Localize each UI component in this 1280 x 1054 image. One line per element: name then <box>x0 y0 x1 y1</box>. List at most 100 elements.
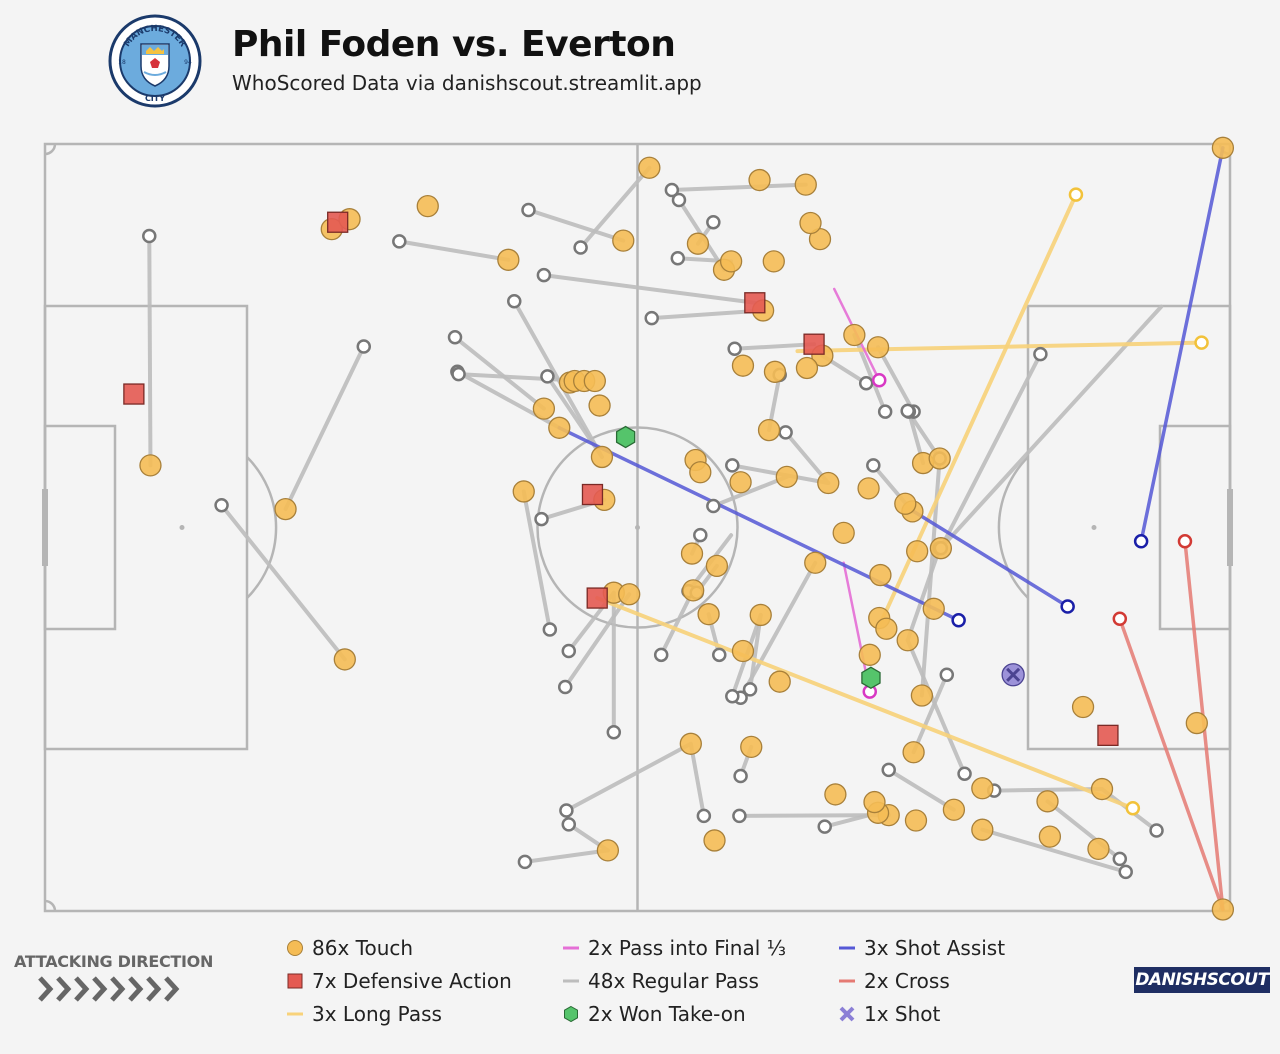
touch-point <box>866 336 890 359</box>
regular-pass-legend-icon <box>563 979 579 983</box>
touch-point <box>832 521 855 545</box>
touch-point <box>740 735 763 759</box>
shot-assist-end <box>1133 534 1149 549</box>
regular-pass-end <box>670 251 686 266</box>
centre-spot <box>635 525 640 530</box>
regular-pass-end <box>900 403 915 419</box>
touch-point <box>689 461 712 484</box>
regular-pass-end <box>573 240 588 255</box>
touch-point <box>894 492 917 515</box>
defensive-action-point <box>1097 724 1119 747</box>
regular-pass-end <box>725 688 740 704</box>
right-penalty-spot <box>1091 525 1097 530</box>
pitch-markings <box>42 142 1233 913</box>
regular-pass-end <box>939 667 955 683</box>
regular-pass-end <box>727 341 742 357</box>
regular-pass-end <box>881 762 896 778</box>
won-takeon-point <box>615 425 636 449</box>
regular-pass-end <box>644 310 659 326</box>
long-pass-end <box>1194 335 1209 350</box>
badge-right-number: 94 <box>184 59 192 66</box>
regular-pass-line <box>521 489 552 632</box>
legend-item-shot: 1x Shot <box>838 1002 940 1026</box>
takeon-legend-icon <box>564 1005 578 1023</box>
touch-point <box>971 777 994 800</box>
touch-point <box>532 397 556 420</box>
shot-assist-line <box>1139 146 1225 544</box>
regular-pass-end <box>671 192 687 208</box>
legend-item-shot-assist: 3x Shot Assist <box>838 936 1005 960</box>
touch-point <box>497 248 520 271</box>
touch-point <box>583 369 606 393</box>
touch-point <box>922 597 945 620</box>
regular-pass-line <box>526 207 626 243</box>
touch-point <box>731 354 755 377</box>
regular-pass-end <box>606 725 622 740</box>
regular-pass-end <box>559 803 574 818</box>
touch-point <box>942 798 966 821</box>
touch-point <box>768 670 791 693</box>
legend-item-takeon: 2x Won Take-on <box>562 1002 746 1026</box>
touch-point <box>817 471 840 495</box>
regular-pass-line <box>852 332 888 414</box>
touch-point <box>904 809 928 832</box>
club-crest-icon: MANCHESTER CITY 18 94 <box>108 14 202 108</box>
regular-pass-end <box>706 498 721 514</box>
brand-logo: DANISHSCOUT <box>1134 967 1270 993</box>
regular-pass-end <box>447 330 463 345</box>
defensive-action-point <box>327 211 349 233</box>
legend-label: 86x Touch <box>312 936 414 960</box>
regular-pass-line <box>876 345 916 414</box>
touch-point <box>971 818 994 841</box>
cross-line <box>1118 617 1225 912</box>
long-pass-end <box>1068 187 1084 202</box>
regular-pass-line <box>522 848 610 864</box>
legend: 86x Touch 7x Defensive Action 3x Long Pass… <box>0 930 1280 1054</box>
regular-pass-line <box>886 767 956 812</box>
touch-point <box>1087 837 1110 861</box>
touch-point <box>679 732 702 755</box>
touch-point <box>1211 898 1235 921</box>
attacking-direction-arrows-icon <box>38 976 180 1002</box>
touch-point <box>588 394 611 417</box>
regular-pass-end <box>653 647 669 663</box>
regular-pass-end <box>214 498 229 513</box>
regular-pass-end <box>877 404 893 419</box>
regular-pass-end <box>742 682 758 697</box>
final-third-legend-icon <box>563 946 579 950</box>
regular-pass-line <box>541 273 757 305</box>
regular-pass-line <box>283 344 366 512</box>
touch-point <box>719 250 743 273</box>
touch-point <box>638 156 661 179</box>
touch-point <box>863 790 886 814</box>
legend-item-final-third: 2x Pass into Final ⅓ <box>562 936 786 960</box>
regular-pass-end <box>142 228 157 244</box>
touch-point <box>775 465 798 489</box>
touch-point <box>794 173 817 196</box>
touch-point <box>906 540 929 563</box>
won-takeon-point <box>861 666 881 690</box>
regular-pass-end <box>356 339 372 354</box>
regular-pass-end <box>778 425 793 440</box>
header: MANCHESTER CITY 18 94 Phil Foden vs. Eve… <box>0 0 1280 120</box>
regular-pass-line <box>564 741 693 813</box>
touch-point <box>618 583 641 606</box>
regular-pass-line <box>669 182 808 193</box>
touch-point <box>910 684 934 707</box>
defensive-legend-icon <box>287 973 303 989</box>
touch-point <box>333 648 356 671</box>
regular-pass-end <box>534 511 549 527</box>
legend-item-long-pass: 3x Long Pass <box>286 1002 442 1026</box>
touch-point <box>757 418 781 442</box>
touch-point <box>795 356 819 380</box>
regular-pass-end <box>696 808 712 824</box>
long-pass-end <box>1125 800 1141 816</box>
regular-pass-end <box>542 622 558 637</box>
touch-legend-icon <box>287 940 303 956</box>
touch-point <box>763 360 787 383</box>
page-subtitle: WhoScored Data via danishscout.streamlit… <box>232 71 702 95</box>
regular-pass-line <box>578 165 652 250</box>
regular-pass-end <box>451 366 466 382</box>
regular-pass-end <box>540 369 555 384</box>
shot-legend-icon <box>839 1006 855 1022</box>
